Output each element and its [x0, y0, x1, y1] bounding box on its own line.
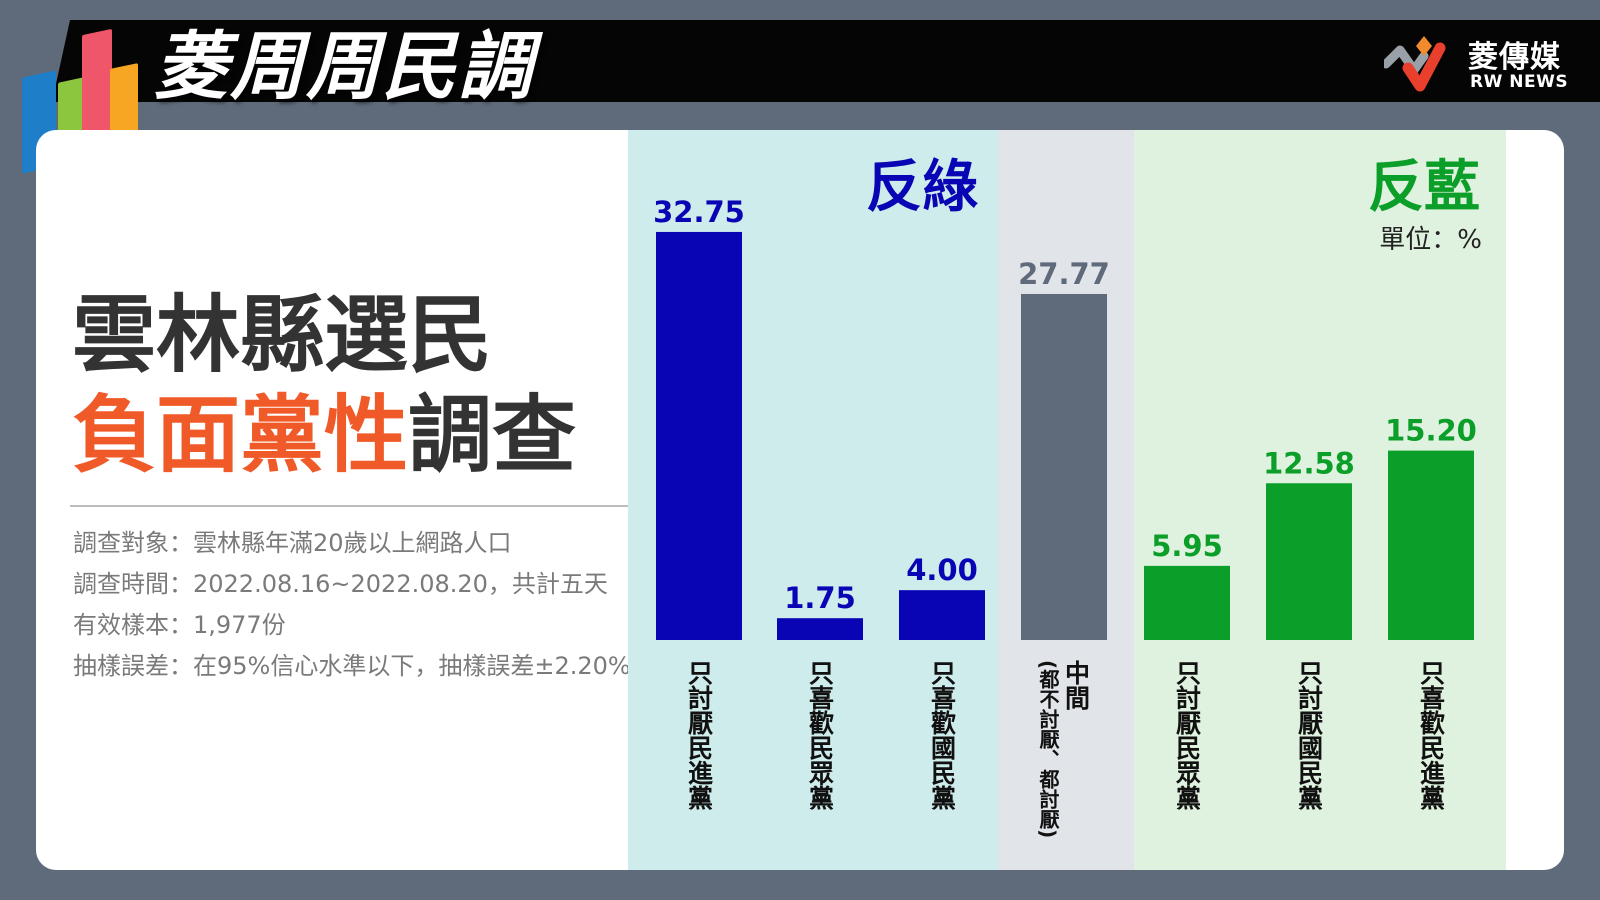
anti-green-label: 反綠	[866, 155, 978, 220]
bar-5	[1144, 565, 1230, 640]
valid-sample: 有效樣本：1,977份	[73, 611, 286, 639]
category-label-3: 只喜歡國民黨	[928, 660, 957, 810]
category-label-6: 只討厭國民黨	[1295, 660, 1324, 810]
survey-period: 調查時間：2022.08.16~2022.08.20，共計五天	[73, 570, 608, 598]
category-note-4: (都不討厭、都討厭)	[1036, 660, 1060, 838]
bar-value-label-1: 32.75	[653, 195, 745, 229]
bar-value-label-6: 12.58	[1263, 446, 1355, 480]
bar-value-label-2: 1.75	[784, 581, 856, 615]
bar-1	[656, 231, 742, 640]
bar-4	[1021, 293, 1107, 640]
divider	[70, 505, 666, 507]
bar-value-label-7: 15.20	[1385, 414, 1477, 448]
survey-info: 調查對象：雲林縣年滿20歲以上網路人口 調查時間：2022.08.16~2022…	[73, 523, 631, 687]
anti-blue-label: 反藍	[1368, 155, 1480, 220]
category-label-4: 中間	[1062, 660, 1091, 710]
category-label-7: 只喜歡民進黨	[1417, 660, 1446, 810]
category-label-1: 只討厭民進黨	[685, 660, 714, 810]
bar-7	[1388, 450, 1474, 640]
bar-6	[1266, 483, 1352, 640]
bar-value-label-3: 4.00	[906, 553, 978, 587]
header-title: 菱周周民調	[154, 24, 534, 110]
header-bar	[52, 20, 1600, 102]
main-card: 雲林縣選民 負面黨性調查 調查對象：雲林縣年滿20歲以上網路人口 調查時間：20…	[36, 130, 1564, 870]
survey-target: 調查對象：雲林縣年滿20歲以上網路人口	[73, 529, 512, 557]
bar-3	[899, 590, 985, 640]
unit-label: 單位：%	[1379, 225, 1482, 255]
category-label-5: 只討厭民眾黨	[1173, 660, 1203, 810]
page-title: 雲林縣選民 負面黨性調查	[72, 285, 576, 485]
bar-value-label-5: 5.95	[1151, 529, 1223, 563]
title-highlight: 負面黨性	[72, 386, 409, 484]
bars-group: 32.75 只討厭民進黨 1.75 只喜歡民眾黨 4.00 只喜歡國民黨 27.77 中間(都…	[653, 195, 1477, 838]
sampling-error: 抽樣誤差：在95%信心水準以下，抽樣誤差±2.20%	[73, 652, 631, 680]
title-rest: 調查	[408, 386, 577, 484]
category-label-2: 只喜歡民眾黨	[806, 660, 836, 810]
bar-2	[777, 618, 863, 640]
brand-logo: 菱傳媒 RW NEWS	[1384, 28, 1574, 96]
bar-value-label-4: 27.77	[1018, 257, 1110, 291]
brand-english-name: RW NEWS	[1470, 72, 1569, 92]
brand-name: 菱傳媒	[1468, 40, 1561, 75]
title-line-2: 負面黨性調查	[72, 385, 576, 485]
title-line-1: 雲林縣選民	[72, 286, 493, 384]
rw-news-logo-icon	[1384, 36, 1446, 92]
bar-chart: 反綠 反藍 單位：% 32.75 只討厭民進黨 1.75 只喜歡民眾黨 4.00 只喜歡國…	[628, 130, 1506, 870]
